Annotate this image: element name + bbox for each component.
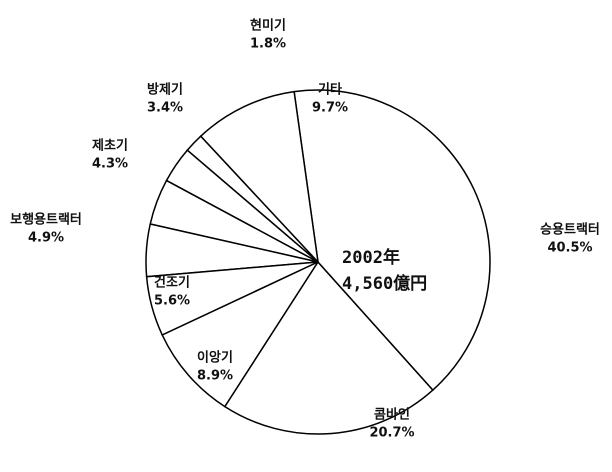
slice-name: 제초기 [92, 139, 128, 154]
slice-value: 5.6% [154, 294, 190, 309]
slice-value: 20.7% [369, 426, 414, 441]
slice-value: 8.9% [197, 369, 233, 384]
center-year: 2002年 [342, 247, 400, 268]
slice-value: 3.4% [147, 101, 183, 116]
slice-name: 이앙기 [197, 350, 233, 366]
slice-name: 승용트랙터 [540, 222, 600, 238]
slice-value: 4.9% [28, 231, 64, 246]
slice-value: 40.5% [547, 241, 592, 256]
slice-name: 현미기 [250, 18, 286, 34]
slice-name: 건조기 [154, 275, 190, 291]
slice-value: 1.8% [250, 37, 286, 52]
slice-value: 9.7% [312, 101, 348, 116]
slice-name: 방제기 [147, 82, 183, 98]
pie-slice [199, 90, 320, 265]
pie-slice [161, 260, 321, 408]
center-total: 4,560億円 [342, 273, 427, 294]
slice-name: 보행용트랙터 [10, 212, 82, 228]
pie-slice [293, 89, 491, 392]
slice-value: 4.3% [92, 157, 128, 172]
slice-name: 기타 [318, 82, 342, 98]
pie-slice [223, 260, 434, 435]
slice-name: 콤바인 [374, 407, 410, 423]
